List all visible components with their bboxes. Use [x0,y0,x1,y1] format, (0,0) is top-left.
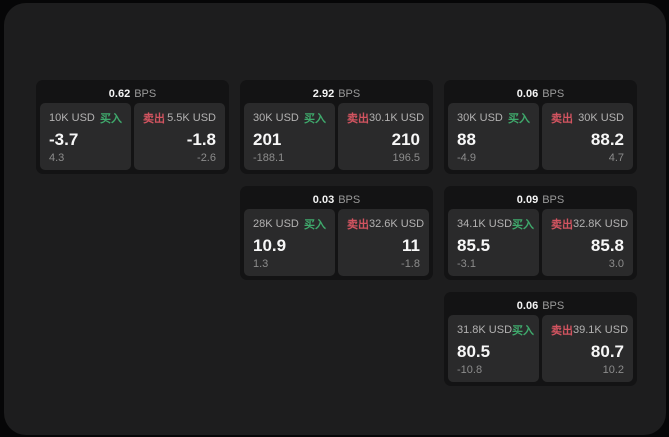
sell-price: 210 [391,129,420,149]
buy-badge: 买入 [512,325,535,337]
quote-card: 2.92 BPS 30K USD 买入 201 -188.1 卖出 30.1K … [240,80,433,174]
quote-card: 0.06 BPS 30K USD 买入 88 -4.9 卖出 30K USD [444,80,637,174]
buy-delta: 4.3 [49,152,65,164]
card-header: 0.62 BPS [40,84,225,103]
bps-unit-label: BPS [134,87,157,100]
buy-panel[interactable]: 34.1K USD 买入 85.5 -3.1 [448,209,539,276]
buy-delta: 1.3 [253,258,269,270]
card-header: 0.03 BPS [244,190,429,209]
buy-panel[interactable]: 10K USD 买入 -3.7 4.3 [40,103,131,170]
buy-panel[interactable]: 28K USD 买入 10.9 1.3 [244,209,335,276]
buy-price: 85.5 [457,235,491,255]
card-header: 0.06 BPS [448,84,633,103]
sell-amount: 39.1K USD [573,324,629,336]
sell-delta: 10.2 [602,364,624,376]
sell-panel[interactable]: 卖出 30K USD 88.2 4.7 [542,103,633,170]
sell-amount: 30K USD [578,112,624,124]
buy-amount: 10K USD [49,112,95,124]
sell-price: 80.7 [590,341,624,361]
buy-badge: 买入 [100,113,122,125]
buy-panel[interactable]: 31.8K USD 买入 80.5 -10.8 [448,315,539,382]
sell-badge: 卖出 [347,113,369,125]
sell-amount: 5.5K USD [167,112,216,124]
sell-delta: 4.7 [608,152,624,164]
buy-badge: 买入 [304,113,326,125]
buy-delta: -3.1 [457,258,476,270]
sell-price: 88.2 [590,129,624,149]
sell-delta: 3.0 [608,258,624,270]
sell-badge: 卖出 [551,325,573,337]
buy-amount: 31.8K USD [457,324,513,336]
buy-price: 201 [253,129,282,149]
sell-panel[interactable]: 卖出 32.6K USD 11 -1.8 [338,209,429,276]
buy-price: 88 [457,129,476,149]
quote-card: 0.03 BPS 28K USD 买入 10.9 1.3 卖出 32.6K US… [240,186,433,280]
sell-price: 11 [402,235,420,255]
buy-amount: 28K USD [253,218,299,230]
bps-unit-label: BPS [338,193,361,206]
bps-value: 2.92 [312,87,335,100]
sell-badge: 卖出 [551,219,573,231]
bps-value: 0.06 [516,87,539,100]
buy-panel[interactable]: 30K USD 买入 88 -4.9 [448,103,539,170]
buy-badge: 买入 [512,219,535,231]
buy-amount: 30K USD [253,112,299,124]
sell-amount: 32.8K USD [573,218,629,230]
card-header: 0.06 BPS [448,296,633,315]
card-header: 0.09 BPS [448,190,633,209]
sell-panel[interactable]: 卖出 32.8K USD 85.8 3.0 [542,209,633,276]
sell-panel[interactable]: 卖出 39.1K USD 80.7 10.2 [542,315,633,382]
quote-card: 0.06 BPS 31.8K USD 买入 80.5 -10.8 卖出 39.1… [444,292,637,386]
quote-card: 0.09 BPS 34.1K USD 买入 85.5 -3.1 卖出 32.8K… [444,186,637,280]
sell-panel[interactable]: 卖出 5.5K USD -1.8 -2.6 [134,103,225,170]
bps-value: 0.62 [108,87,131,100]
bps-unit-label: BPS [542,193,565,206]
card-header: 2.92 BPS [244,84,429,103]
bps-value: 0.03 [312,193,335,206]
sell-amount: 32.6K USD [369,218,425,230]
bps-value: 0.09 [516,193,539,206]
buy-delta: -188.1 [253,152,285,164]
buy-delta: -4.9 [457,152,476,164]
bps-value: 0.06 [516,299,539,312]
sell-amount: 30.1K USD [369,112,425,124]
sell-price: -1.8 [186,129,216,149]
buy-price: -3.7 [49,129,79,149]
buy-delta: -10.8 [457,364,483,376]
sell-panel[interactable]: 卖出 30.1K USD 210 196.5 [338,103,429,170]
sell-badge: 卖出 [143,113,165,125]
quote-cards-grid: 0.62 BPS 10K USD 买入 -3.7 4.3 卖出 5.5K USD [36,80,637,386]
sell-price: 85.8 [590,235,624,255]
sell-badge: 卖出 [551,113,573,125]
buy-badge: 买入 [304,219,326,231]
bps-unit-label: BPS [338,87,361,100]
quote-card: 0.62 BPS 10K USD 买入 -3.7 4.3 卖出 5.5K USD [36,80,229,174]
buy-badge: 买入 [508,113,530,125]
buy-price: 10.9 [253,235,287,255]
bps-unit-label: BPS [542,299,565,312]
buy-amount: 34.1K USD [457,218,513,230]
buy-price: 80.5 [457,341,491,361]
bps-unit-label: BPS [542,87,565,100]
main-panel: 0.62 BPS 10K USD 买入 -3.7 4.3 卖出 5.5K USD [4,3,666,435]
sell-delta: -2.6 [197,152,216,164]
sell-delta: 196.5 [392,152,420,164]
buy-amount: 30K USD [457,112,503,124]
sell-badge: 卖出 [347,219,369,231]
buy-panel[interactable]: 30K USD 买入 201 -188.1 [244,103,335,170]
sell-delta: -1.8 [401,258,420,270]
